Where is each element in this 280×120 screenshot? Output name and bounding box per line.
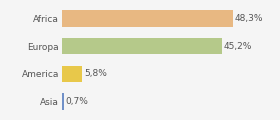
Bar xyxy=(62,66,82,82)
Text: 45,2%: 45,2% xyxy=(224,42,252,51)
Bar xyxy=(62,10,233,27)
Bar xyxy=(62,38,222,54)
Text: 0,7%: 0,7% xyxy=(66,97,89,106)
Text: 5,8%: 5,8% xyxy=(84,69,107,78)
Bar xyxy=(62,93,64,110)
Text: 48,3%: 48,3% xyxy=(235,14,263,23)
